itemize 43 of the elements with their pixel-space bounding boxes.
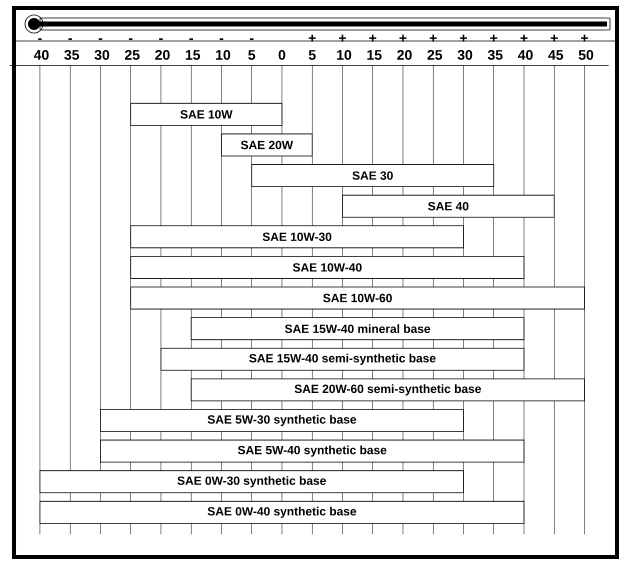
y-tick-label: SAE 30 [352, 171, 393, 180]
bar [130, 256, 524, 279]
x-tick-label: + 45 [548, 34, 564, 60]
x-tick-label: - 30 [94, 38, 110, 60]
bar [130, 102, 282, 126]
y-tick-label: SAE 5W-40 synthetic base [238, 446, 386, 457]
y-tick-label: SAE 10W-60 [323, 294, 392, 302]
x-tick-label: + 30 [458, 34, 472, 60]
x-tick-label: - 20 [155, 38, 170, 60]
x-tick-label: - 10 [216, 38, 230, 60]
x-tick-label: + 40 [518, 34, 533, 60]
x-tick-label: - 35 [64, 38, 80, 60]
y-tick-label: SAE 15W-40 mineral base [284, 324, 430, 334]
x-tick-label: + 50 [578, 34, 594, 60]
y-tick-label: SAE 0W-30 synthetic base [177, 476, 326, 488]
x-tick-label: + 35 [488, 34, 503, 60]
y-tick-label: SAE 15W-40 semi-synthetic base [249, 354, 436, 365]
x-tick-label: + 20 [397, 34, 412, 60]
y-tick-label: SAE 10W-40 [292, 263, 362, 272]
x-tick-label: - 15 [186, 38, 200, 60]
bar [100, 440, 524, 463]
bar [251, 164, 494, 187]
bar [190, 317, 524, 340]
y-tick-label: SAE 10W-30 [262, 232, 332, 242]
x-tick-label: + 25 [427, 34, 442, 60]
x-tick-label: - 25 [124, 38, 140, 60]
y-tick-label: SAE 0W-40 synthetic base [208, 506, 356, 518]
x-tick-label: - 5 [248, 38, 256, 60]
bar [160, 348, 524, 371]
x-tick-label: + 5 [308, 34, 316, 60]
y-tick-label: SAE 5W-30 synthetic base [208, 414, 356, 426]
x-tick-label: + 10 [337, 34, 352, 60]
x-tick-label: + 15 [367, 34, 382, 60]
bar [130, 225, 464, 248]
y-tick-label: SAE 10W [180, 110, 233, 119]
x-tick-label: 0 [278, 50, 286, 60]
y-tick-label: SAE 20W [240, 140, 294, 150]
bar [221, 134, 313, 156]
bar [100, 409, 464, 432]
x-tick-label: - 40 [34, 38, 49, 60]
y-tick-label: SAE 40 [428, 202, 468, 210]
y-tick-label: SAE 20W-60 semi-synthetic base [294, 384, 481, 396]
bar [342, 194, 555, 218]
